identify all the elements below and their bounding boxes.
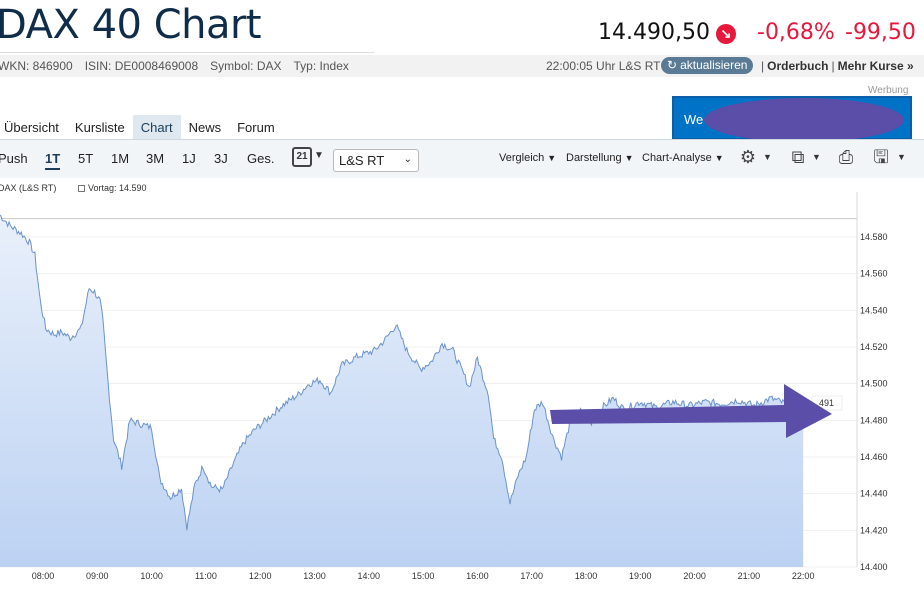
y-tick-label: 14.520 <box>860 342 888 352</box>
x-tick-label: 16:00 <box>466 571 489 581</box>
ad-text: We <box>684 112 704 127</box>
vergleich-label: Vergleich <box>499 152 545 164</box>
title-divider <box>0 52 374 53</box>
range-1m[interactable]: 1M <box>111 151 130 166</box>
chart-analyse-label: Chart-Analyse <box>642 152 712 164</box>
mehr-kurse-link[interactable]: Mehr Kurse » <box>837 59 914 73</box>
range-5t[interactable]: 5T <box>78 151 94 166</box>
y-tick-label: 14.420 <box>860 525 888 535</box>
y-tick-label: 14.540 <box>860 305 888 315</box>
symbol-label: Symbol: DAX <box>210 59 282 73</box>
print-icon[interactable]: ⎙ <box>838 147 854 167</box>
last-value-label: 491 <box>819 398 834 408</box>
chart-analyse-menu[interactable]: Chart-Analyse ▼ <box>642 152 724 164</box>
x-tick-label: 18:00 <box>575 571 598 581</box>
y-axis: 14.580 14.560 14.540 14.520 14.500 14.480 14.4… <box>860 232 888 572</box>
y-tick-label: 14.580 <box>860 232 888 242</box>
price-chart: 14.580 14.560 14.540 14.520 14.500 14.480 14.4… <box>0 192 888 581</box>
caret-down-icon: ▼ <box>624 153 634 163</box>
exchange-value: L&S RT <box>339 153 385 168</box>
isin-label: ISIN: DE0008469008 <box>84 59 199 73</box>
price-line <box>0 214 804 531</box>
redaction-scribble <box>704 98 904 142</box>
gear-icon[interactable]: ⚙ <box>739 147 757 167</box>
vergleich-menu[interactable]: Vergleich ▼ <box>499 152 556 164</box>
x-tick-label: 10:00 <box>140 571 163 581</box>
tab-uebersicht[interactable]: Übersicht <box>4 120 59 135</box>
page-title: DAX 40 Chart <box>0 2 262 48</box>
type-label: Typ: Index <box>293 59 349 73</box>
range-1j[interactable]: 1J <box>182 151 196 166</box>
quote-timestamp: 22:00:05 Uhr L&S RT <box>546 59 661 73</box>
calendar-icon[interactable]: 21 <box>292 147 312 167</box>
y-tick-label: 14.480 <box>860 415 888 425</box>
prev-close-label: Vortag: 14.590 <box>88 183 147 193</box>
refresh-label: aktualisieren <box>680 58 748 72</box>
tab-kursliste[interactable]: Kursliste <box>74 120 125 135</box>
x-tick-label: 19:00 <box>629 571 652 581</box>
wkn-label: WKN: 846900 <box>0 59 73 73</box>
y-tick-label: 14.460 <box>860 452 888 462</box>
caret-down-icon: ▼ <box>547 153 557 163</box>
orderbuch-link[interactable]: Orderbuch <box>767 59 829 73</box>
x-tick-label: 15:00 <box>412 571 435 581</box>
annotation-arrow <box>550 384 832 438</box>
tab-forum[interactable]: Forum <box>237 120 275 135</box>
x-tick-label: 09:00 <box>86 571 109 581</box>
price-area <box>0 215 804 567</box>
current-price: 14.490,50 <box>598 20 710 45</box>
darstellung-label: Darstellung <box>566 152 622 164</box>
exchange-select[interactable]: L&S RT ⌄ <box>333 149 419 172</box>
x-tick-label: 11:00 <box>195 571 217 581</box>
tabs-divider <box>0 139 924 140</box>
x-tick-label: 21:00 <box>738 571 761 581</box>
meta-links: | Orderbuch | Mehr Kurse » <box>761 59 914 73</box>
refresh-icon: ↻ <box>667 58 678 72</box>
ad-banner[interactable]: We <box>672 96 912 142</box>
caret-down-icon: ▼ <box>714 153 724 163</box>
range-1t[interactable]: 1T <box>45 151 61 170</box>
caret-down-icon[interactable]: ▼ <box>812 152 821 162</box>
range-push[interactable]: Push <box>0 151 28 166</box>
change-percent: -0,68% <box>757 20 835 45</box>
x-tick-label: 08:00 <box>32 571 55 581</box>
arrow-down-right-icon: ↘ <box>716 24 736 44</box>
range-3j[interactable]: 3J <box>214 151 228 166</box>
series-legend: DAX (L&S RT) <box>0 183 57 193</box>
y-tick-label: 14.500 <box>860 379 888 389</box>
checkbox[interactable] <box>78 185 85 192</box>
change-absolute: -99,50 <box>845 20 916 45</box>
y-tick-label: 14.440 <box>860 489 888 499</box>
tab-news[interactable]: News <box>188 120 222 135</box>
x-tick-label: 17:00 <box>520 571 543 581</box>
caret-down-icon[interactable]: ▼ <box>763 152 772 162</box>
x-axis: 08:00 09:00 10:00 11:00 12:00 13:00 14:00 15:00… <box>32 571 815 581</box>
tab-bar: Übersicht Kursliste Chart News Forum <box>0 115 283 140</box>
prev-close-toggle[interactable]: Vortag: 14.590 <box>78 183 147 193</box>
y-tick-label: 14.400 <box>860 562 888 572</box>
y-tick-label: 14.560 <box>860 269 888 279</box>
range-3m[interactable]: 3M <box>146 151 165 166</box>
refresh-button[interactable]: ↻ aktualisieren <box>661 57 754 74</box>
caret-down-icon[interactable]: ▼ <box>897 152 906 162</box>
x-tick-label: 13:00 <box>303 571 326 581</box>
nodes-icon[interactable]: ⧉ <box>791 147 805 167</box>
tab-chart[interactable]: Chart <box>132 115 181 140</box>
chevron-down-icon: ⌄ <box>403 154 412 165</box>
save-icon[interactable]: 🖫 <box>873 147 889 167</box>
security-identifiers: WKN: 846900 ISIN: DE0008469008 Symbol: DAX… <box>0 59 361 73</box>
x-tick-label: 22:00 <box>792 571 815 581</box>
x-tick-label: 20:00 <box>683 571 706 581</box>
x-tick-label: 14:00 <box>358 571 381 581</box>
ad-label: Werbung <box>868 85 909 96</box>
darstellung-menu[interactable]: Darstellung ▼ <box>566 152 634 164</box>
x-tick-label: 12:00 <box>249 571 272 581</box>
chart-toolbar <box>0 140 924 178</box>
chevron-down-icon[interactable]: ▼ <box>314 150 324 161</box>
range-ges[interactable]: Ges. <box>247 151 275 166</box>
